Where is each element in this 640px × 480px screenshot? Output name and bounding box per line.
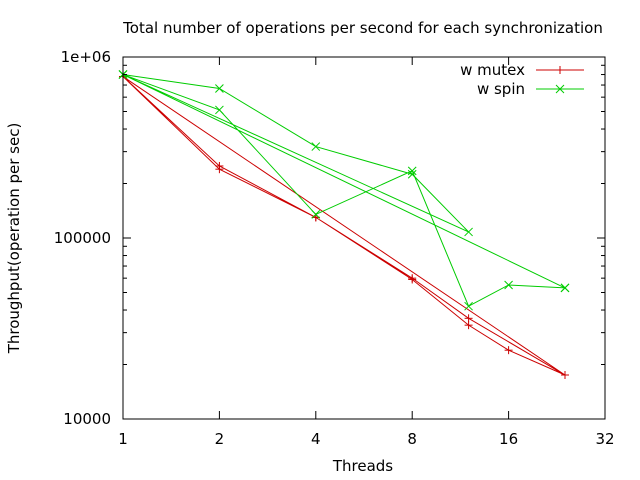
legend-label: w spin [477, 80, 525, 98]
data-point [560, 371, 569, 380]
data-point [311, 142, 321, 151]
data-point [504, 346, 513, 355]
data-point [407, 169, 417, 179]
series-line [122, 74, 566, 307]
x-tick-label: 1 [118, 430, 128, 448]
data-point [464, 301, 473, 311]
data-point [464, 314, 473, 323]
series-layer [118, 70, 570, 380]
chart-title: Total number of operations per second fo… [122, 19, 603, 37]
y-axis-label: Throughput(operation per sec) [5, 123, 23, 355]
x-tick-label: 4 [311, 430, 321, 448]
legend-label: w mutex [460, 61, 525, 79]
y-tick-label: 10000 [63, 410, 111, 428]
y-axis: 10000 100000 1e+06 [54, 48, 605, 428]
data-point [407, 166, 417, 176]
x-axis-label: Threads [332, 457, 393, 475]
y-tick-label: 1e+06 [61, 48, 111, 66]
x-tick-label: 16 [499, 430, 518, 448]
series-1 [118, 70, 570, 311]
data-point [464, 321, 473, 330]
x-axis: 1 2 4 8 16 32 [118, 57, 615, 448]
x-tick-label: 32 [595, 430, 614, 448]
data-point [215, 105, 224, 115]
data-point [215, 165, 224, 174]
data-point [215, 84, 224, 93]
data-point [408, 275, 417, 284]
data-point [504, 280, 513, 290]
data-point [560, 283, 570, 293]
y-tick-label: 100000 [54, 229, 111, 247]
data-point [311, 210, 321, 219]
data-point [464, 227, 473, 237]
legend-marker [555, 84, 565, 94]
x-tick-label: 8 [407, 430, 417, 448]
x-tick-label: 2 [215, 430, 225, 448]
legend-marker [556, 66, 564, 74]
